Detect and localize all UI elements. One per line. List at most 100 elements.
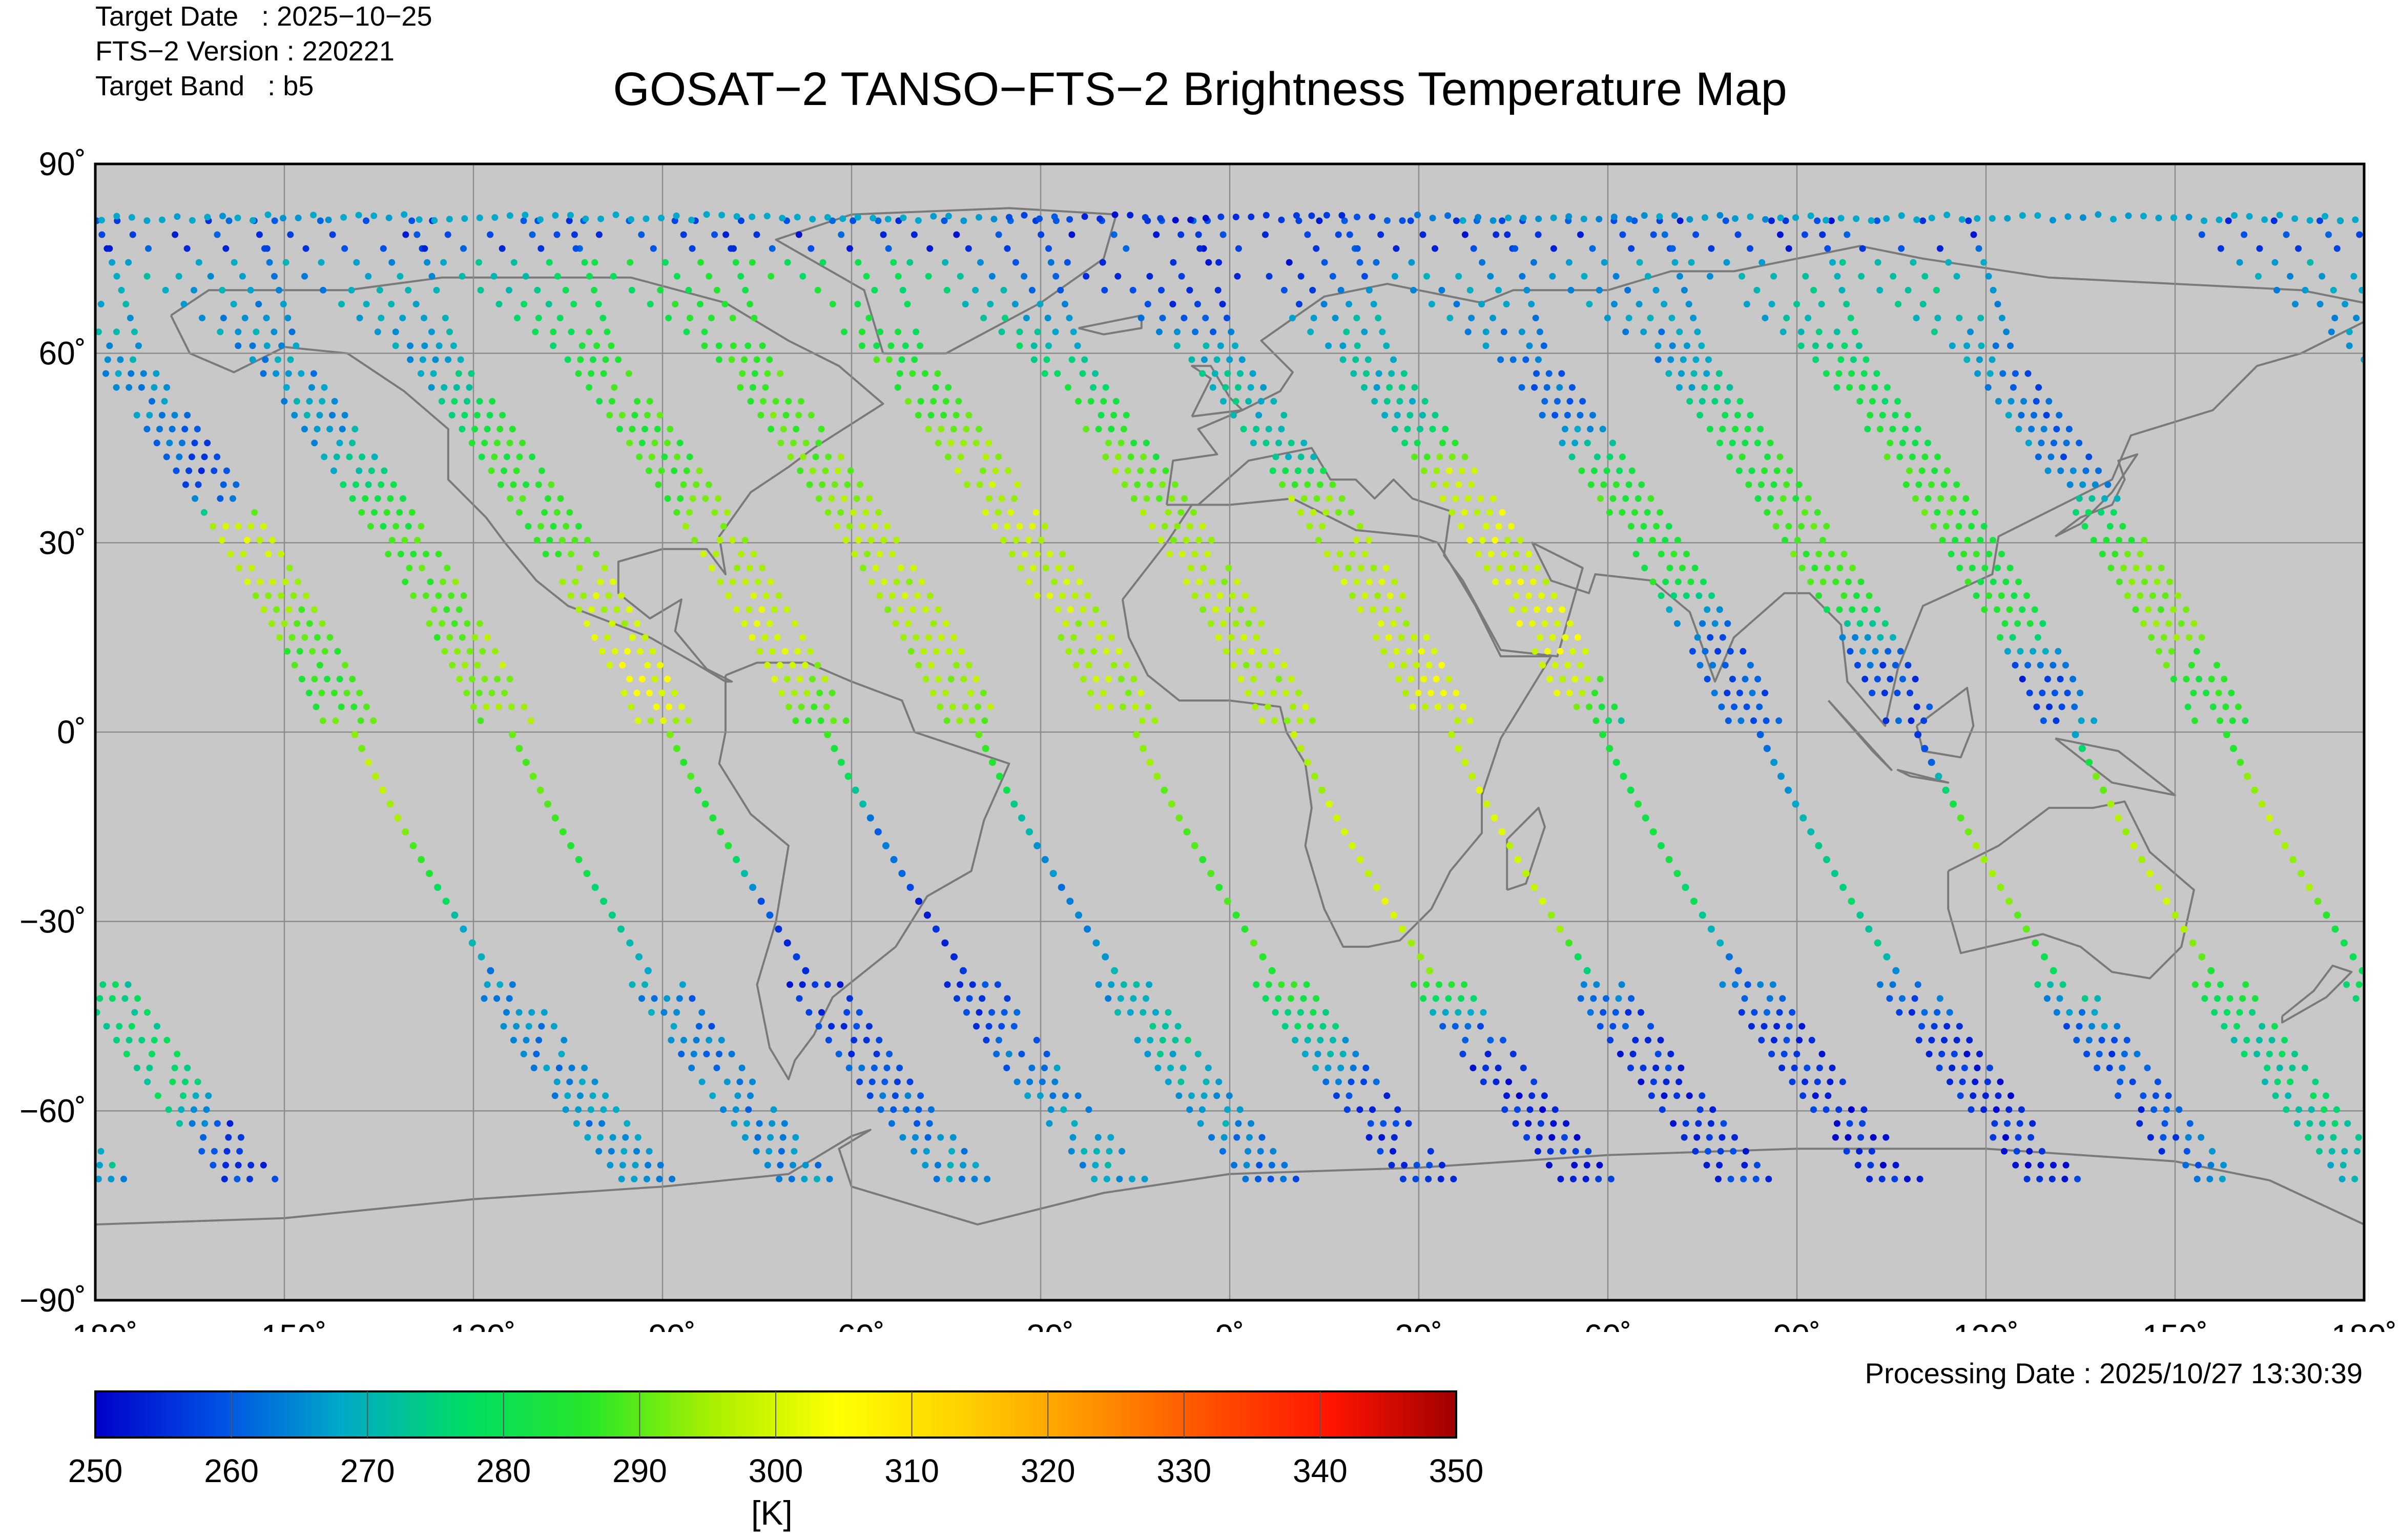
obs-point xyxy=(430,370,437,377)
obs-point xyxy=(1902,481,1910,488)
obs-point xyxy=(2040,953,2048,961)
obs-point xyxy=(380,245,387,252)
obs-point xyxy=(1941,1036,1948,1044)
obs-point xyxy=(785,398,792,405)
obs-point xyxy=(1547,1148,1554,1155)
obs-point xyxy=(856,1078,863,1086)
obs-point xyxy=(1300,440,1308,447)
obs-point xyxy=(837,981,844,988)
obs-point xyxy=(1847,315,1854,322)
obs-point xyxy=(1329,481,1336,488)
obs-point xyxy=(729,315,736,322)
obs-point xyxy=(746,606,753,613)
obs-point xyxy=(353,481,359,488)
obs-point xyxy=(1070,634,1077,641)
obs-point xyxy=(768,426,775,432)
obs-point xyxy=(1013,1078,1021,1086)
obs-point xyxy=(1408,676,1415,682)
obs-point xyxy=(470,703,477,711)
obs-point xyxy=(1963,1050,1971,1057)
obs-point xyxy=(971,1175,978,1182)
obs-point xyxy=(829,690,836,697)
obs-point xyxy=(1585,1148,1592,1155)
obs-point xyxy=(845,1065,853,1071)
obs-point xyxy=(1088,620,1094,627)
obs-point xyxy=(1220,1134,1228,1141)
obs-point xyxy=(99,981,107,988)
obs-point xyxy=(1879,1161,1887,1169)
obs-point xyxy=(889,551,896,557)
obs-point xyxy=(1332,565,1339,572)
obs-point xyxy=(634,620,641,627)
obs-point xyxy=(143,273,151,280)
obs-point xyxy=(113,328,120,336)
obs-point xyxy=(1683,592,1690,599)
obs-point xyxy=(1844,231,1851,238)
obs-point xyxy=(188,453,195,461)
obs-point xyxy=(1245,620,1252,627)
obs-point xyxy=(183,245,191,252)
obs-point xyxy=(363,301,370,308)
obs-point xyxy=(963,1009,970,1016)
obs-point xyxy=(1823,217,1830,224)
obs-point xyxy=(646,398,653,405)
obs-point xyxy=(1889,426,1896,432)
obs-point xyxy=(1382,565,1390,572)
obs-point xyxy=(276,634,283,641)
obs-point xyxy=(1669,342,1676,349)
obs-point xyxy=(421,245,428,252)
obs-point xyxy=(1064,259,1071,266)
obs-point xyxy=(2101,495,2108,502)
obs-point xyxy=(874,828,882,836)
obs-point xyxy=(2004,1120,2011,1127)
obs-point xyxy=(2292,301,2299,308)
obs-point xyxy=(1353,536,1360,544)
obs-point xyxy=(2283,231,2290,238)
obs-point xyxy=(1977,536,1984,544)
obs-point xyxy=(1601,259,1608,266)
obs-point xyxy=(767,1134,774,1141)
obs-point xyxy=(591,884,599,891)
obs-point xyxy=(1232,620,1239,627)
obs-point xyxy=(595,231,603,238)
obs-point xyxy=(385,214,392,221)
obs-point xyxy=(2289,1065,2296,1071)
obs-point xyxy=(1722,411,1729,419)
obs-point xyxy=(1970,1092,1977,1099)
obs-point xyxy=(898,356,905,363)
obs-point xyxy=(2088,1023,2096,1030)
obs-point xyxy=(882,842,889,849)
obs-point xyxy=(617,925,625,933)
obs-point xyxy=(838,231,845,238)
obs-point xyxy=(772,398,779,405)
obs-point xyxy=(1726,384,1733,391)
obs-point xyxy=(1199,370,1206,377)
obs-point xyxy=(399,315,406,322)
obs-point xyxy=(234,214,241,221)
obs-point xyxy=(1595,1175,1602,1182)
obs-point xyxy=(194,426,201,432)
obs-point xyxy=(1175,814,1183,822)
obs-point xyxy=(1380,1120,1387,1127)
obs-point xyxy=(1348,1078,1355,1086)
obs-point xyxy=(893,536,900,544)
obs-point xyxy=(1255,661,1263,669)
obs-point xyxy=(620,1148,628,1155)
obs-point xyxy=(1482,1065,1489,1071)
obs-point xyxy=(2331,315,2339,322)
obs-point xyxy=(1667,1050,1674,1057)
obs-point xyxy=(2341,1148,2348,1155)
obs-point xyxy=(2302,286,2309,294)
obs-point xyxy=(1914,981,1921,988)
obs-point xyxy=(1599,426,1606,432)
obs-point xyxy=(1253,634,1260,641)
obs-point xyxy=(1571,676,1579,682)
obs-point xyxy=(1021,273,1028,280)
obs-point xyxy=(1939,536,1946,544)
obs-point xyxy=(1516,1092,1523,1099)
obs-point xyxy=(683,328,690,336)
obs-point xyxy=(2099,551,2106,557)
obs-point xyxy=(1846,384,1853,391)
obs-point xyxy=(769,245,776,252)
obs-point xyxy=(1179,551,1186,557)
